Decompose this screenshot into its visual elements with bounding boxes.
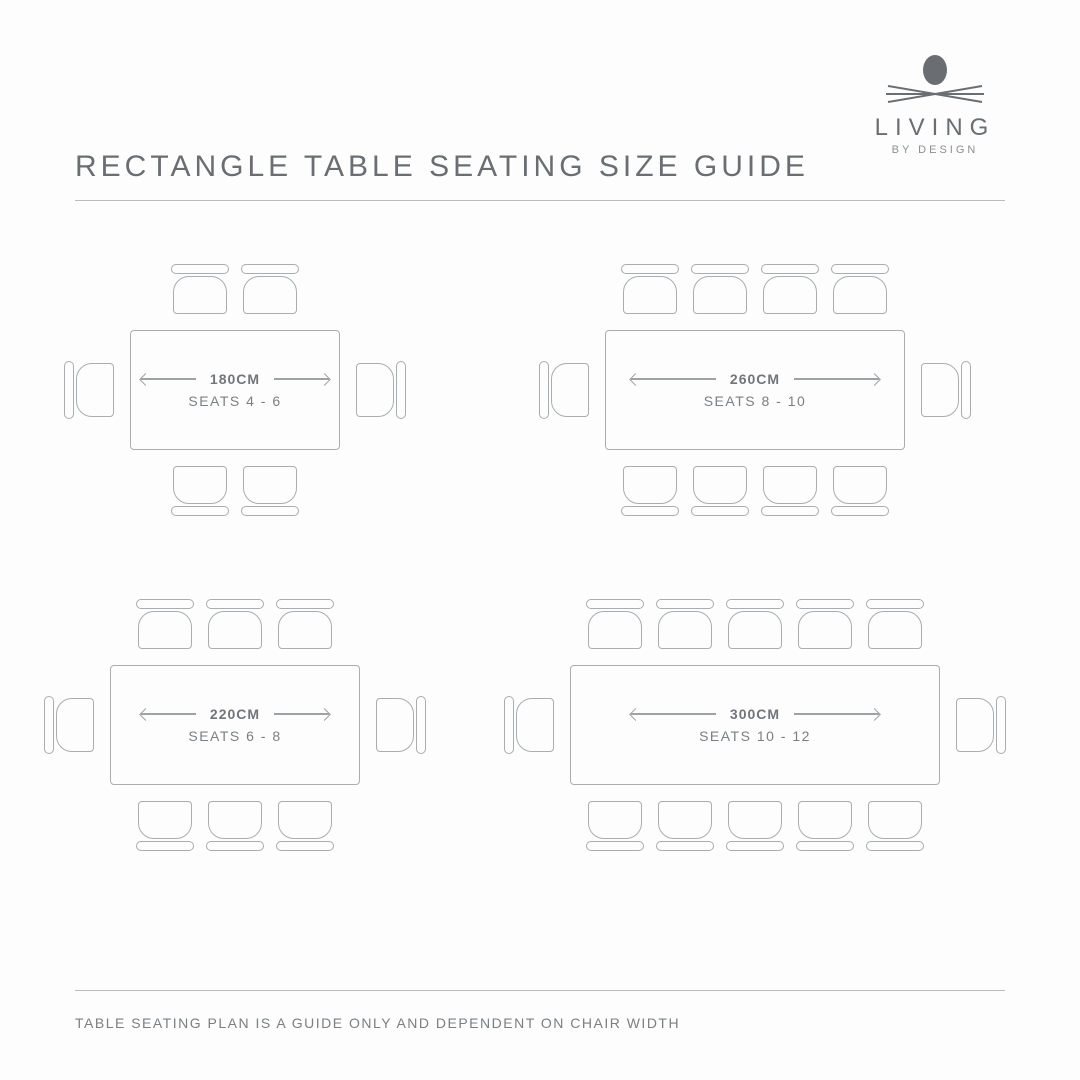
chair-icon: [504, 696, 556, 754]
chair-icon: [726, 799, 784, 851]
page: RECTANGLE TABLE SEATING SIZE GUIDE LIVIN…: [75, 0, 1005, 1080]
table-block-t300: 300CM SEATS 10 - 12: [75, 260, 1005, 960]
table-rect: 300CM SEATS 10 - 12: [570, 665, 940, 785]
chair-icon: [656, 799, 714, 851]
chair-icon: [866, 599, 924, 651]
chair-icon: [656, 599, 714, 651]
chair-icon: [866, 799, 924, 851]
logo-text-secondary: BY DESIGN: [865, 144, 1005, 156]
chair-icon: [796, 799, 854, 851]
chair-icon: [954, 696, 1006, 754]
diagram-area: 180CMSEATS 4 - 6260CMSEATS 8 - 10220CMSE…: [75, 260, 1005, 960]
dimension-row: 300CM: [631, 706, 879, 722]
chair-icon: [586, 799, 644, 851]
dimension-label: 300CM: [730, 706, 780, 722]
divider-bottom: [75, 990, 1005, 991]
seats-label: SEATS 10 - 12: [699, 728, 811, 744]
egg-nest-icon: [880, 50, 990, 110]
brand-logo: LIVING BY DESIGN: [865, 50, 1005, 156]
chair-icon: [796, 599, 854, 651]
header: RECTANGLE TABLE SEATING SIZE GUIDE LIVIN…: [75, 0, 1005, 200]
logo-text-primary: LIVING: [865, 114, 1005, 142]
arrow-left-icon: [631, 713, 716, 714]
divider-top: [75, 200, 1005, 201]
chair-icon: [586, 599, 644, 651]
footnote: TABLE SEATING PLAN IS A GUIDE ONLY AND D…: [75, 1015, 680, 1031]
chair-icon: [726, 599, 784, 651]
page-title: RECTANGLE TABLE SEATING SIZE GUIDE: [75, 150, 809, 184]
arrow-right-icon: [794, 713, 879, 714]
